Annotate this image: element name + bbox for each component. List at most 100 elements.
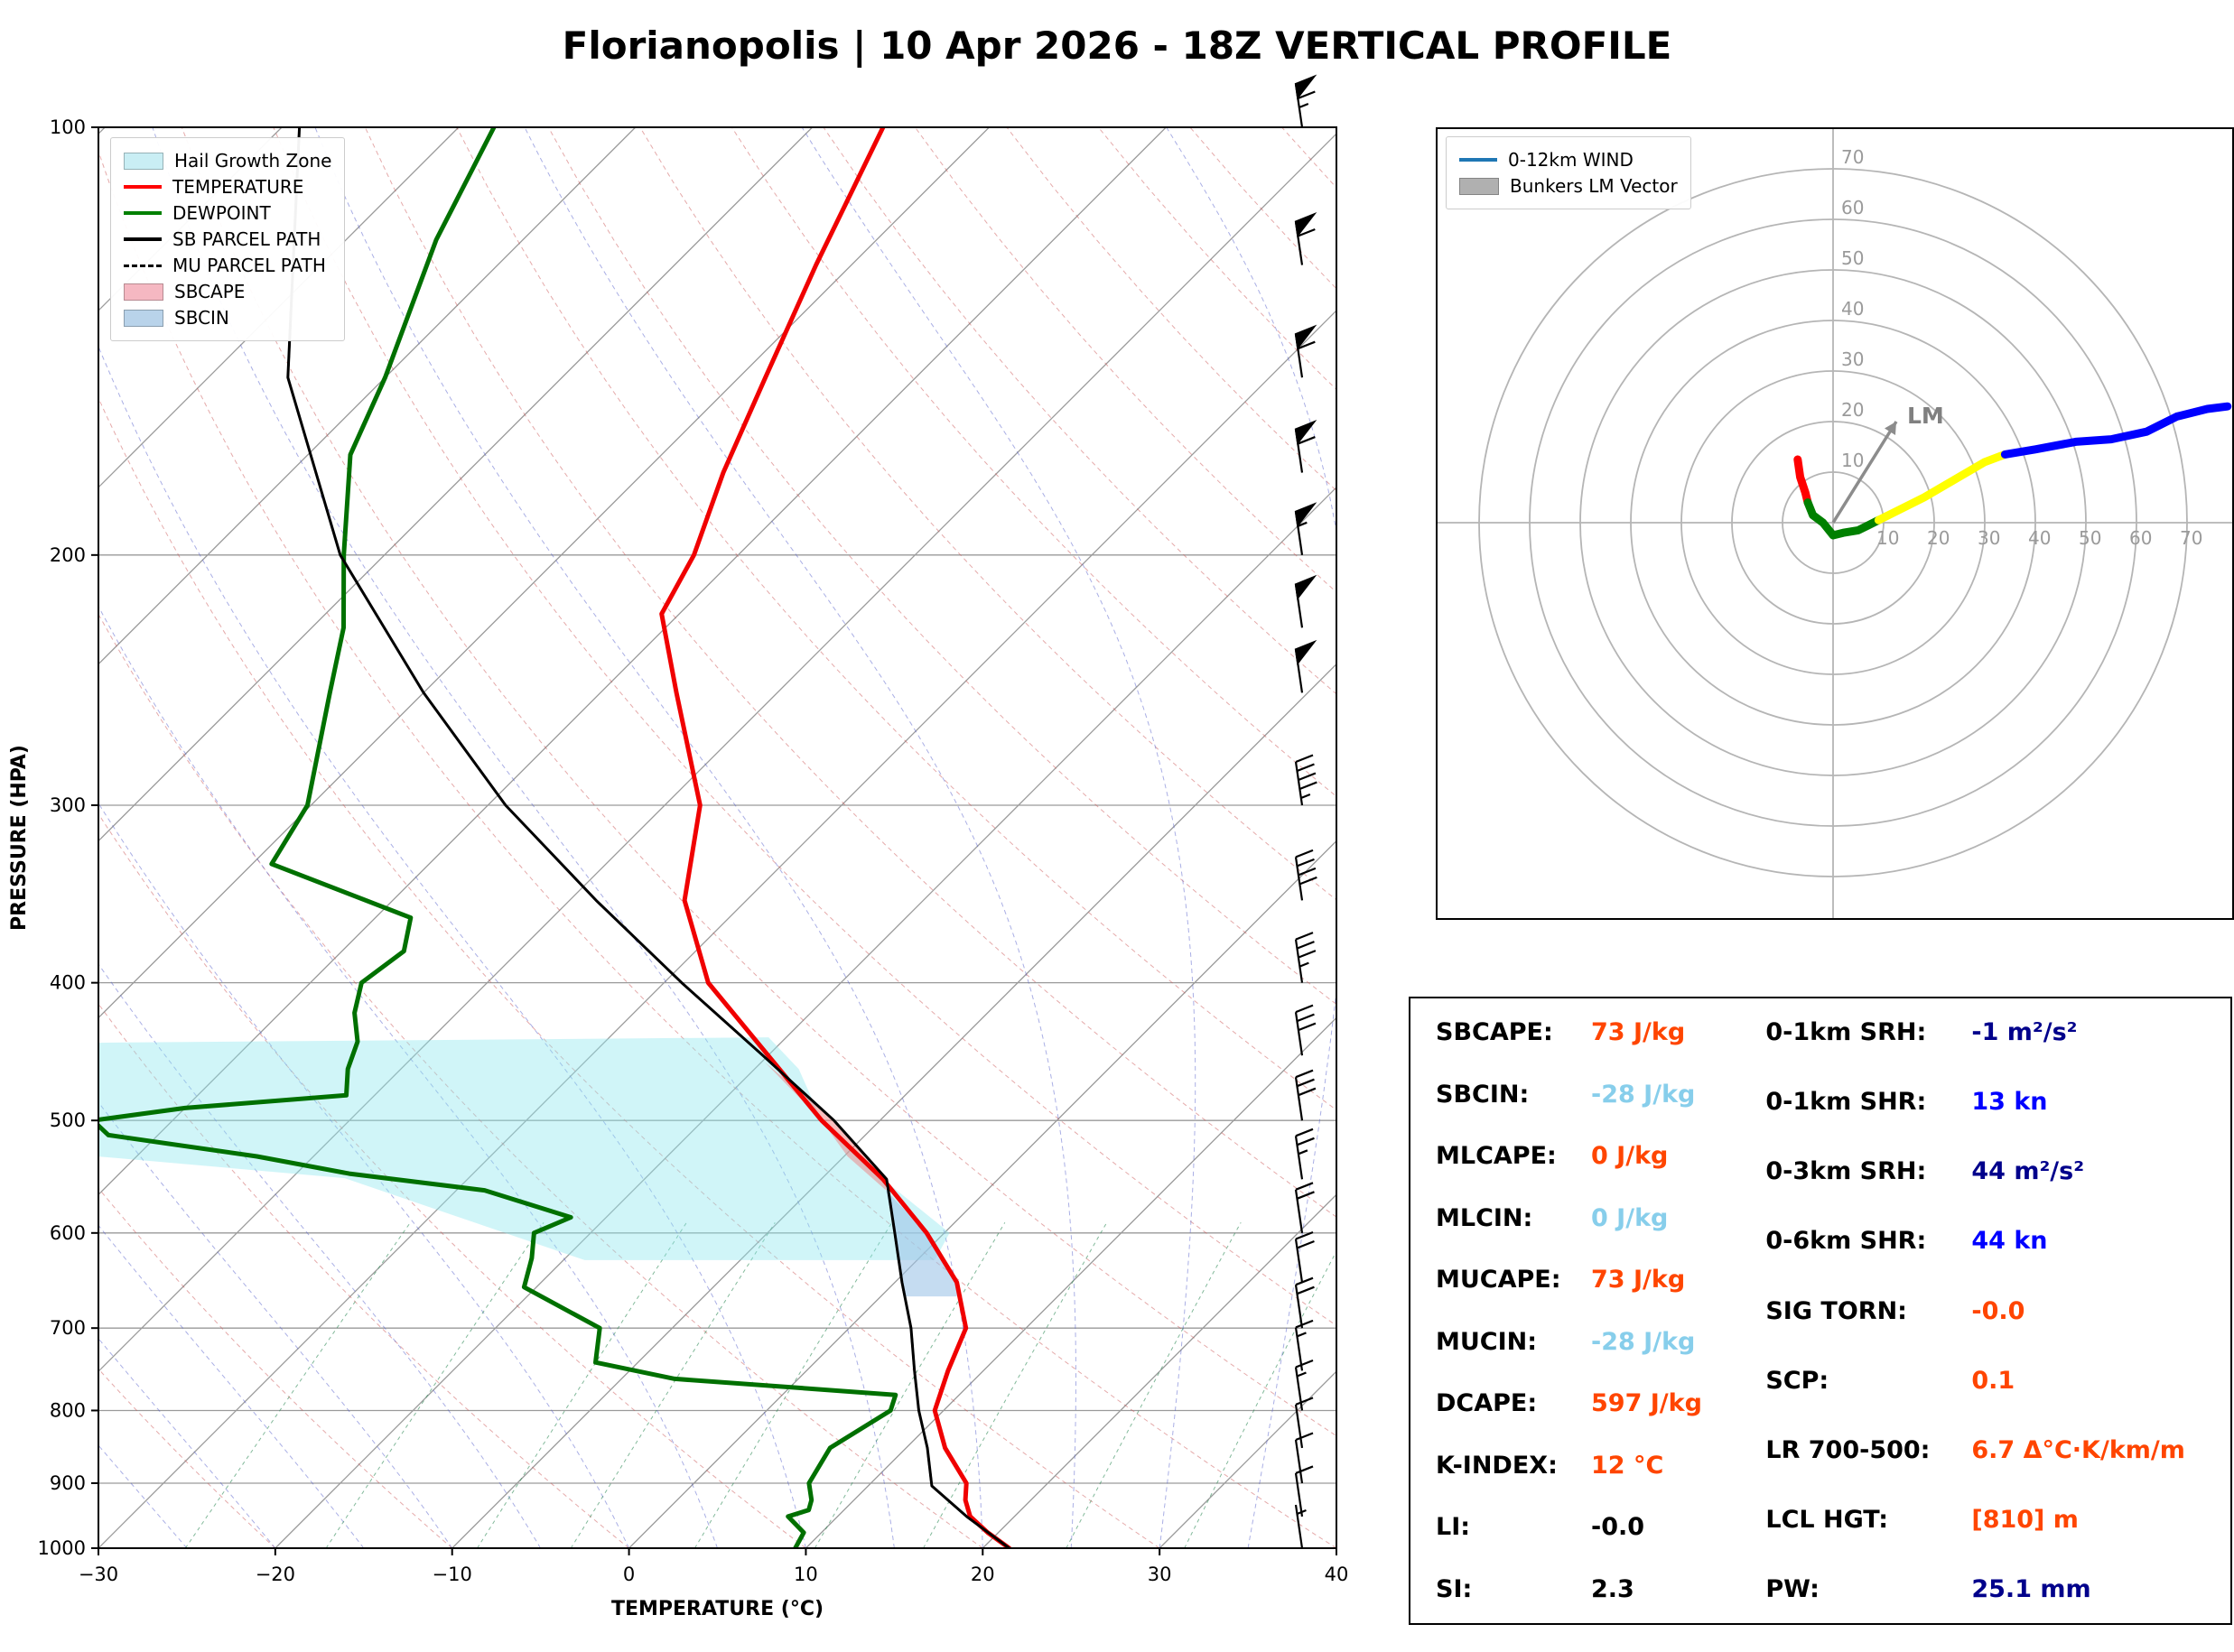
stat-label: MUCAPE: [1436, 1266, 1561, 1295]
stat-value: -1 m²/s² [1971, 1018, 2078, 1046]
legend-item-sbcape: SBCAPE [124, 281, 331, 302]
stat-sbcin: SBCIN: -28 J/kg [1436, 1081, 1755, 1109]
stat-label: DCAPE: [1436, 1389, 1538, 1418]
stat-si: SI: 2.3 [1436, 1575, 1755, 1603]
stat-value: -0.0 [1971, 1296, 2025, 1325]
svg-text:900: 900 [50, 1472, 86, 1494]
svg-text:400: 400 [50, 972, 86, 994]
stat-value: 0 J/kg [1591, 1142, 1669, 1171]
stat-label: PW: [1765, 1575, 1820, 1603]
legend-item-sb-parcel-path: SB PARCEL PATH [124, 228, 331, 250]
svg-text:10: 10 [1876, 527, 1899, 549]
legend-item-sbcin: SBCIN [124, 307, 331, 329]
stat-0-6km-shr: 0-6km SHR: 44 kn [1765, 1227, 2230, 1255]
lm-label: LM [1907, 403, 1944, 429]
svg-text:50: 50 [1841, 247, 1864, 269]
shade-hail-growth-zone [98, 1037, 950, 1260]
stats-panel: SBCAPE: 73 J/kg SBCIN: -28 J/kg MLCAPE: 0 J/k… [1409, 997, 2232, 1625]
legend-item-mu-parcel-path: MU PARCEL PATH [124, 255, 331, 276]
legend-swatch-sbcape [124, 283, 163, 301]
svg-text:10: 10 [794, 1564, 818, 1585]
stat-label: 0-6km SHR: [1765, 1227, 1927, 1256]
hodo-trace-0-3km [1793, 455, 1812, 507]
stat-sbcape: SBCAPE: 73 J/kg [1436, 1018, 1755, 1046]
svg-text:20: 20 [1841, 399, 1864, 421]
legend-label: Hail Growth Zone [174, 150, 332, 172]
stats-column-left: SBCAPE: 73 J/kg SBCIN: -28 J/kg MLCAPE: 0 J/k… [1410, 998, 1755, 1623]
legend-swatch-hail-growth-zone [124, 152, 163, 170]
stats-column-right: 0-1km SRH: -1 m²/s² 0-1km SHR: 13 kn 0-3km S… [1755, 998, 2230, 1623]
skewt-legend: Hail Growth Zone TEMPERATURE DEWPOINT SB PA… [110, 137, 346, 341]
stat-label: MLCAPE: [1436, 1142, 1557, 1171]
svg-text:70: 70 [2180, 527, 2202, 549]
skewt-background [98, 127, 1336, 1548]
stat-label: MLCIN: [1436, 1203, 1533, 1232]
stat-value: 0.1 [1971, 1366, 2015, 1395]
stat-sig-torn: SIG TORN: -0.0 [1765, 1297, 2230, 1325]
svg-text:40: 40 [2028, 527, 2051, 549]
lm-arrowhead [1885, 422, 1896, 435]
svg-text:−30: −30 [79, 1564, 118, 1585]
legend-swatch-0-12km-wind [1459, 158, 1497, 162]
legend-label: SB PARCEL PATH [172, 228, 321, 250]
legend-item-bunkers-lm-vector: Bunkers LM Vector [1459, 175, 1678, 197]
stat-value: 73 J/kg [1591, 1266, 1686, 1295]
legend-swatch-mu-parcel-path [124, 264, 162, 267]
legend-label: SBCIN [174, 307, 229, 329]
legend-label: TEMPERATURE [172, 176, 304, 198]
legend-swatch-dewpoint [124, 211, 162, 215]
stat-dcape: DCAPE: 597 J/kg [1436, 1389, 1755, 1417]
svg-text:300: 300 [50, 794, 86, 816]
svg-text:1000: 1000 [38, 1537, 86, 1559]
hodograph-legend: 0-12km WIND Bunkers LM Vector [1446, 136, 1691, 209]
svg-text:40: 40 [1325, 1564, 1349, 1585]
svg-text:30: 30 [1148, 1564, 1172, 1585]
svg-text:20: 20 [971, 1564, 995, 1585]
legend-swatch-sb-parcel-path [124, 237, 162, 241]
stat-value: -28 J/kg [1591, 1327, 1696, 1356]
svg-text:30: 30 [1841, 348, 1864, 370]
stat-value: 25.1 mm [1971, 1575, 2091, 1603]
svg-text:70: 70 [1841, 146, 1864, 168]
stat-li: LI: -0.0 [1436, 1513, 1755, 1541]
svg-text:20: 20 [1927, 527, 1950, 549]
svg-text:−10: −10 [433, 1564, 472, 1585]
stat-scp: SCP: 0.1 [1765, 1367, 2230, 1395]
stat-pw: PW: 25.1 mm [1765, 1575, 2230, 1603]
stat-0-3km-srh: 0-3km SRH: 44 m²/s² [1765, 1157, 2230, 1185]
wind-barbs [1294, 74, 1317, 1549]
legend-label: DEWPOINT [172, 202, 271, 224]
stat-label: 0-3km SRH: [1765, 1157, 1927, 1186]
stat-0-1km-srh: 0-1km SRH: -1 m²/s² [1765, 1018, 2230, 1046]
svg-text:60: 60 [1841, 197, 1864, 218]
shade-sbcin [886, 1190, 957, 1297]
legend-item-dewpoint: DEWPOINT [124, 202, 331, 224]
stat-mlcape: MLCAPE: 0 J/kg [1436, 1142, 1755, 1170]
legend-item-0-12km-wind: 0-12km WIND [1459, 149, 1678, 171]
series-dewpoint [98, 127, 898, 1548]
svg-text:−20: −20 [256, 1564, 295, 1585]
stat-value: 73 J/kg [1591, 1018, 1686, 1046]
stat-label: SBCIN: [1436, 1080, 1530, 1109]
stat-value: 44 kn [1971, 1227, 2048, 1256]
stat-0-1km-shr: 0-1km SHR: 13 kn [1765, 1088, 2230, 1116]
stat-value: 2.3 [1591, 1574, 1634, 1603]
svg-text:200: 200 [50, 544, 86, 566]
svg-text:800: 800 [50, 1399, 86, 1421]
stat-label: SBCAPE: [1436, 1018, 1553, 1046]
svg-text:100: 100 [50, 116, 86, 138]
stat-mlcin: MLCIN: 0 J/kg [1436, 1204, 1755, 1232]
svg-text:10: 10 [1841, 450, 1864, 471]
stat-value: -28 J/kg [1591, 1080, 1696, 1109]
stat-label: 0-1km SRH: [1765, 1018, 1927, 1046]
legend-label: MU PARCEL PATH [172, 255, 326, 276]
series-mu-parcel-path [286, 127, 1010, 1548]
stat-value: 6.7 Δ°C·K/km/m [1971, 1435, 2185, 1464]
shade-sbcape [765, 1062, 887, 1191]
legend-label: Bunkers LM Vector [1510, 175, 1678, 197]
stat-label: MUCIN: [1436, 1327, 1538, 1356]
stat-label: LR 700-500: [1765, 1435, 1931, 1464]
hodograph-body: 10 10 20 20 30 30 40 40 50 50 60 60 70 70 LM [1438, 129, 2232, 918]
svg-text:40: 40 [1841, 298, 1864, 320]
